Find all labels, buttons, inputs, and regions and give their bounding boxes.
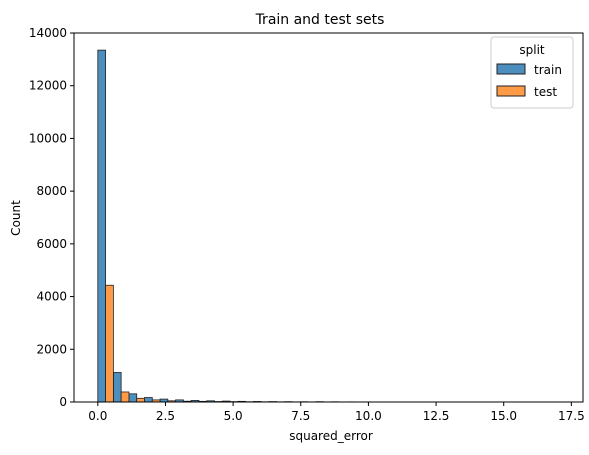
x-tick-label-7: 17.5 <box>558 409 585 423</box>
legend-label-train: train <box>534 63 562 77</box>
y-axis-label: Count <box>9 200 23 236</box>
y-tick-label-2: 4000 <box>36 290 67 304</box>
bar-train-2 <box>128 393 138 403</box>
bar-train-1 <box>112 372 122 403</box>
bar-test-1 <box>120 391 130 403</box>
x-tick-label-4: 10.0 <box>355 409 382 423</box>
bar-test-2 <box>136 397 145 403</box>
x-tick-label-5: 12.5 <box>423 409 450 423</box>
x-tick-label-2: 5.0 <box>224 409 243 423</box>
y-tick-label-5: 10000 <box>29 131 67 145</box>
plot-frame <box>73 32 584 403</box>
plot-area: 0.0 2.5 5.0 7.5 10.0 12.5 15.0 17.5 0 2000 4000 600… <box>29 26 585 423</box>
legend-label-test: test <box>534 85 557 99</box>
x-tick-label-1: 2.5 <box>156 409 175 423</box>
x-tick-label-3: 7.5 <box>291 409 310 423</box>
y-tick-label-1: 2000 <box>36 342 67 356</box>
y-tick-label-0: 0 <box>59 395 67 409</box>
y-tick-label-7: 14000 <box>29 26 67 40</box>
bar-train-3 <box>144 397 153 403</box>
x-tick-label-0: 0.0 <box>88 409 107 423</box>
chart-title: Train and test sets <box>255 12 385 28</box>
y-tick-label-3: 6000 <box>36 237 67 251</box>
legend-swatch-test <box>496 85 526 97</box>
x-tick-label-6: 15.0 <box>490 409 517 423</box>
legend: split train test <box>490 36 574 109</box>
legend-title: split <box>519 43 545 57</box>
bar-test-0 <box>105 284 114 403</box>
y-tick-label-4: 8000 <box>36 184 67 198</box>
legend-swatch-train <box>496 63 526 75</box>
y-tick-label-6: 12000 <box>29 79 67 93</box>
bar-train-0 <box>97 49 106 403</box>
x-axis-label: squared_error <box>289 429 373 443</box>
